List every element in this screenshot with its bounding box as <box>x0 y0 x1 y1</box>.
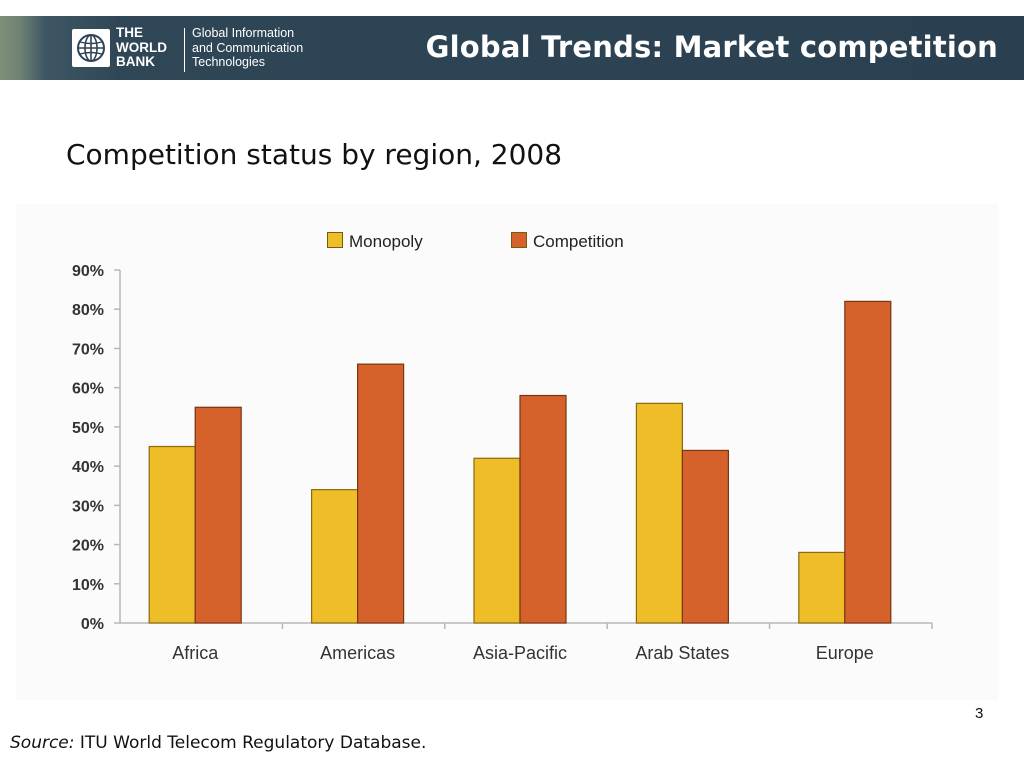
slide-title: Global Trends: Market competition <box>425 30 998 64</box>
x-tick-label: Africa <box>172 643 219 663</box>
bar-monopoly-arab-states <box>635 402 684 624</box>
legend-label: Competition <box>533 232 624 251</box>
unit-line: Technologies <box>192 55 265 69</box>
x-tick-label: Arab States <box>635 643 729 663</box>
x-tick-label: Europe <box>816 643 874 663</box>
bar-competition-arab-states <box>681 449 730 624</box>
y-tick-label: 60% <box>72 381 104 398</box>
y-tick-label: 90% <box>72 263 104 280</box>
brand-divider <box>184 28 185 72</box>
bar-monopoly-americas <box>311 489 359 624</box>
header-bar <box>0 16 1024 80</box>
unit-name: Global Information and Communication Tec… <box>192 26 303 70</box>
legend-swatch <box>327 232 343 248</box>
x-tick-label: Americas <box>320 643 395 663</box>
bar-monopoly-africa <box>148 445 196 624</box>
bar-monopoly-asia-pacific <box>473 457 521 624</box>
source-label: Source: <box>10 733 75 753</box>
x-tick-label: Asia-Pacific <box>473 643 567 663</box>
bar-competition-africa <box>194 406 242 624</box>
source-text: ITU World Telecom Regulatory Database. <box>74 733 427 753</box>
y-tick-label: 20% <box>72 538 104 555</box>
bar-competition-americas <box>357 363 405 624</box>
brand-line: WORLD <box>116 39 167 55</box>
chart-subtitle: Competition status by region, 2008 <box>66 138 563 171</box>
y-tick-label: 80% <box>72 302 104 319</box>
bar-competition-asia-pacific <box>519 394 567 624</box>
brand-name: THE WORLD BANK <box>116 25 167 70</box>
unit-line: and Communication <box>192 40 304 55</box>
bar-monopoly-europe <box>798 551 846 624</box>
bar-competition-europe <box>844 300 892 624</box>
y-tick-label: 0% <box>81 616 104 633</box>
page-number: 3 <box>975 705 984 722</box>
unit-line: Global Information <box>192 26 295 40</box>
y-tick-label: 10% <box>72 577 104 594</box>
y-tick-label: 50% <box>72 420 104 437</box>
y-tick-label: 70% <box>72 341 104 358</box>
legend-label: Monopoly <box>349 232 423 251</box>
bar-chart: 0% 10% 20% 30% 40% 50% 60% 70% 80% 90% Africa Ameri… <box>72 263 933 663</box>
y-tick-label: 30% <box>72 498 104 515</box>
brand-line: THE <box>116 25 143 40</box>
y-tick-label: 40% <box>72 459 104 476</box>
brand-line: BANK <box>116 54 155 69</box>
globe-icon <box>77 34 105 62</box>
legend-item-competition: Competition <box>511 232 624 252</box>
legend-item-monopoly: Monopoly <box>327 232 423 252</box>
source-note: Source: ITU World Telecom Regulatory Dat… <box>10 733 426 753</box>
legend-swatch <box>511 232 527 248</box>
